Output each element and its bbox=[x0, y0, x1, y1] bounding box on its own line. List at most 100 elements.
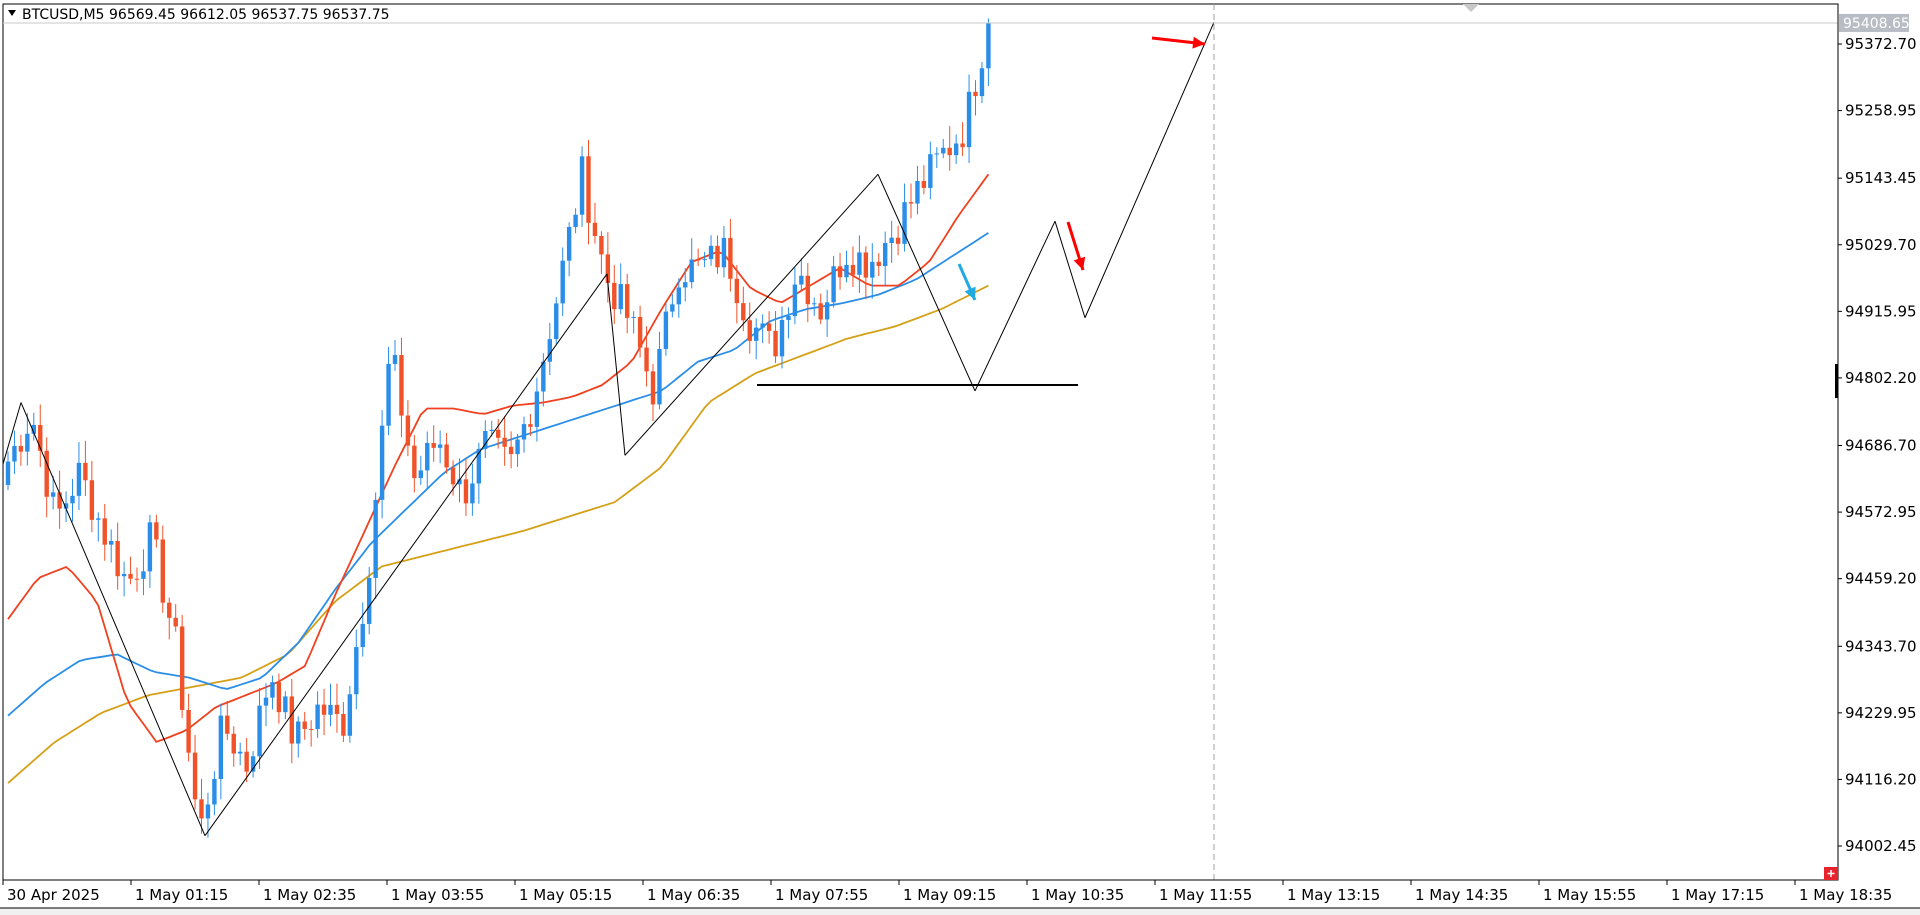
candle bbox=[379, 410, 385, 519]
candle bbox=[283, 691, 288, 720]
candle bbox=[425, 431, 430, 490]
x-tick-label: 1 May 07:55 bbox=[775, 886, 868, 904]
zigzag-segment bbox=[877, 174, 976, 392]
candle bbox=[347, 685, 353, 743]
candle bbox=[341, 702, 346, 742]
candle bbox=[657, 331, 662, 410]
candle bbox=[689, 238, 694, 289]
candle bbox=[902, 183, 907, 252]
candle bbox=[631, 311, 636, 334]
current-price-label: 95408.65 bbox=[1843, 16, 1910, 32]
candle bbox=[889, 220, 894, 263]
candle bbox=[766, 311, 772, 344]
candle bbox=[747, 302, 752, 354]
y-tick-label: 95372.70 bbox=[1845, 35, 1917, 53]
bottom-tab-strip[interactable] bbox=[0, 908, 1920, 915]
arrow-red-mid[interactable] bbox=[1066, 221, 1086, 271]
candle bbox=[947, 125, 952, 171]
candle bbox=[270, 675, 275, 710]
candle bbox=[444, 433, 449, 474]
candle bbox=[663, 302, 669, 356]
candle bbox=[328, 683, 333, 727]
candle bbox=[554, 297, 559, 344]
candle bbox=[831, 255, 836, 308]
x-tick-label: 1 May 10:35 bbox=[1031, 886, 1124, 904]
candle bbox=[921, 165, 927, 195]
symbol-dropdown-icon[interactable] bbox=[8, 10, 16, 16]
candle bbox=[5, 451, 11, 491]
candle bbox=[115, 522, 120, 590]
candle bbox=[76, 442, 82, 511]
candle bbox=[934, 147, 939, 168]
x-tick-label: 1 May 02:35 bbox=[263, 886, 356, 904]
candle bbox=[979, 61, 985, 104]
candle bbox=[599, 231, 604, 274]
candle bbox=[986, 18, 991, 87]
x-tick-label: 1 May 06:35 bbox=[647, 886, 740, 904]
candle bbox=[128, 556, 133, 585]
candle bbox=[489, 420, 494, 437]
candle bbox=[728, 218, 733, 292]
candle bbox=[708, 235, 714, 266]
candle bbox=[308, 720, 314, 747]
candle bbox=[109, 529, 114, 563]
y-tick-label: 94572.95 bbox=[1845, 503, 1917, 521]
arrow-red-top[interactable] bbox=[1151, 36, 1206, 49]
y-tick-label: 94686.70 bbox=[1845, 437, 1917, 455]
x-tick-label: 1 May 15:55 bbox=[1543, 886, 1636, 904]
candle bbox=[960, 122, 965, 157]
x-tick-label: 1 May 14:35 bbox=[1415, 886, 1508, 904]
candle bbox=[683, 268, 688, 302]
candle bbox=[238, 742, 243, 766]
zigzag-segment bbox=[20, 402, 206, 836]
candle bbox=[418, 455, 423, 485]
candle bbox=[354, 629, 359, 710]
candle bbox=[754, 318, 759, 360]
candle bbox=[637, 305, 643, 358]
candle bbox=[244, 738, 249, 783]
zigzag-segment bbox=[204, 273, 608, 837]
x-tick-label: 1 May 09:15 bbox=[903, 886, 996, 904]
candle bbox=[644, 326, 649, 387]
symbol-label: BTCUSD,M5 bbox=[22, 7, 104, 23]
candle bbox=[586, 139, 591, 245]
x-tick-label: 1 May 18:35 bbox=[1799, 886, 1892, 904]
candle bbox=[231, 726, 236, 767]
ohlc-readout: 96569.45 96612.05 96537.75 96537.75 bbox=[109, 7, 390, 23]
candle bbox=[89, 461, 95, 533]
candle bbox=[192, 734, 198, 810]
candle bbox=[760, 314, 765, 344]
candle bbox=[431, 425, 436, 462]
time-shift-marker-icon[interactable] bbox=[1463, 4, 1479, 12]
candle bbox=[528, 413, 533, 436]
candle bbox=[715, 235, 720, 274]
candle bbox=[296, 716, 301, 758]
candle bbox=[399, 337, 404, 438]
x-tick-label: 1 May 13:15 bbox=[1287, 886, 1380, 904]
candle bbox=[515, 433, 520, 467]
candle bbox=[670, 293, 675, 318]
candle bbox=[167, 597, 172, 640]
candle bbox=[289, 678, 294, 764]
candle bbox=[773, 310, 778, 363]
candle bbox=[315, 691, 320, 738]
x-tick-label: 1 May 03:55 bbox=[391, 886, 484, 904]
x-tick-label: 30 Apr 2025 bbox=[7, 886, 100, 904]
candle bbox=[734, 265, 740, 324]
zigzag-segment bbox=[606, 273, 626, 456]
candle bbox=[702, 251, 707, 268]
zigzag-segment bbox=[1084, 21, 1215, 318]
candle bbox=[102, 503, 107, 561]
y-tick-label: 95143.45 bbox=[1845, 169, 1917, 187]
price-scale-handle[interactable] bbox=[1835, 364, 1838, 398]
candle bbox=[792, 267, 798, 325]
y-tick-label: 94229.95 bbox=[1845, 704, 1917, 722]
candle bbox=[483, 420, 488, 458]
x-tick-label: 1 May 05:15 bbox=[519, 886, 612, 904]
candle bbox=[205, 792, 211, 838]
candle bbox=[592, 202, 598, 244]
arrow-cyan[interactable] bbox=[957, 263, 977, 301]
candle bbox=[321, 688, 327, 736]
